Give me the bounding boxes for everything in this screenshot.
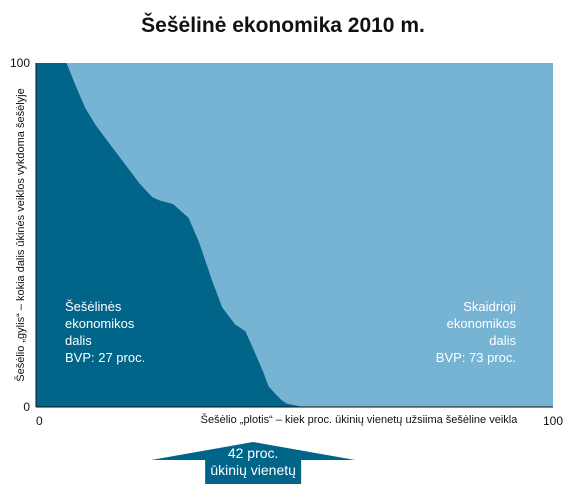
- x-tick-label-min: 0: [36, 414, 43, 428]
- transparent-label-line: BVP: 73 proc.: [436, 350, 516, 365]
- x-axis-label: Šešėlio „plotis“ – kiek proc. ūkinių vie…: [201, 413, 519, 426]
- chart-title: Šešėlinė ekonomika 2010 m.: [141, 13, 425, 37]
- shadow-label-line: Šešėlinės: [65, 299, 122, 314]
- shadow-label-line: BVP: 27 proc.: [65, 350, 145, 365]
- transparent-label-line: ekonomikos: [447, 316, 517, 331]
- shadow-label-line: dalis: [65, 333, 92, 348]
- y-tick-label-min: 0: [23, 400, 30, 414]
- annotation-text-line: ūkinių vienetų: [210, 462, 296, 478]
- y-axis-label: Šešėlio „gylis“ – kokia dalis ūkinės vei…: [14, 88, 27, 381]
- shadow-area-label: Šešėlinės ekonomikos dalis BVP: 27 proc.: [65, 299, 145, 365]
- y-tick-label-max: 100: [10, 56, 30, 70]
- transparent-label-line: Skaidrioji: [463, 299, 516, 314]
- transparent-label-line: dalis: [489, 333, 516, 348]
- annotation-arrow: [151, 442, 356, 484]
- transparent-area-label: Skaidrioji ekonomikos dalis BVP: 73 proc…: [436, 299, 517, 365]
- x-tick-label-max: 100: [543, 414, 563, 428]
- annotation-text-line: 42 proc.: [228, 445, 279, 461]
- shadow-label-line: ekonomikos: [65, 316, 135, 331]
- shadow-economy-area: [36, 63, 553, 407]
